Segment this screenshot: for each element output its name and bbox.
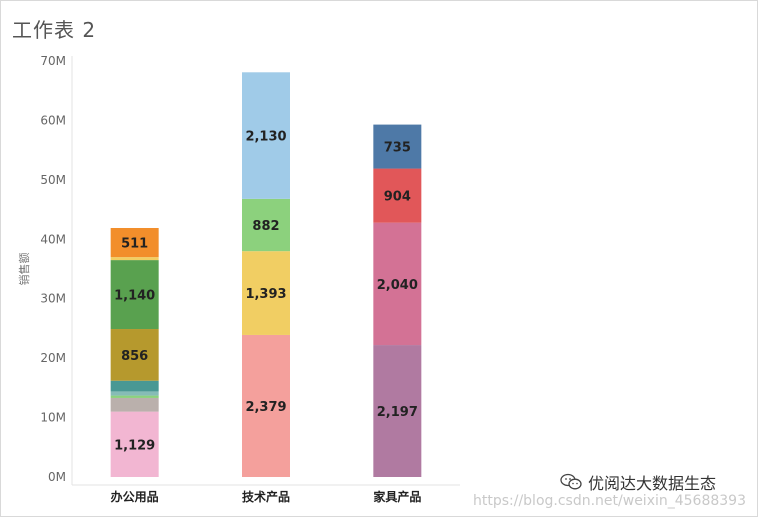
y-tick-label: 60M xyxy=(40,113,66,127)
sheet-title: 工作表 2 xyxy=(12,18,97,42)
x-tick-label: 办公用品 xyxy=(111,489,159,504)
y-tick-label: 70M xyxy=(40,54,66,68)
watermark-brand-text: 优阅达大数据生态 xyxy=(588,474,717,493)
bar-segment xyxy=(110,411,159,477)
data-label: 1,129 xyxy=(114,438,155,453)
x-tick-label: 家具产品 xyxy=(373,489,421,504)
bar-segment xyxy=(373,345,422,477)
wechat-icon xyxy=(560,473,582,490)
bar-segment xyxy=(110,260,159,330)
x-tick-label: 技术产品 xyxy=(242,489,290,504)
bar-segment xyxy=(242,198,290,252)
data-label: 882 xyxy=(252,219,279,234)
bar-segment xyxy=(110,257,159,261)
data-label: 2,379 xyxy=(245,400,286,415)
y-tick-label: 0M xyxy=(48,470,66,484)
data-label: 511 xyxy=(121,237,148,252)
bar-segment xyxy=(373,124,422,169)
bar-segment xyxy=(242,334,290,477)
y-tick-label: 50M xyxy=(40,173,66,187)
data-label: 856 xyxy=(121,349,148,364)
data-label: 735 xyxy=(384,141,411,156)
watermark-brand: 优阅达大数据生态 xyxy=(560,470,716,494)
y-tick-label: 40M xyxy=(40,232,66,246)
bar-segment xyxy=(242,72,290,199)
bar-segment xyxy=(242,251,290,335)
data-label: 1,393 xyxy=(245,287,286,302)
y-tick-label: 20M xyxy=(40,351,66,365)
bar-segment xyxy=(110,397,159,412)
bar-segment xyxy=(110,395,159,398)
y-axis-label: 销售额 xyxy=(17,253,31,286)
bar-segment xyxy=(110,227,159,258)
data-label: 2,040 xyxy=(377,278,418,293)
bar-segment xyxy=(110,380,159,392)
data-label: 1,140 xyxy=(114,289,155,304)
y-tick-label: 30M xyxy=(40,292,66,306)
data-label: 904 xyxy=(384,190,411,205)
data-label: 2,130 xyxy=(245,130,286,145)
y-tick-label: 10M xyxy=(40,411,66,425)
data-label: 2,197 xyxy=(377,405,418,420)
watermark-url: https://blog.csdn.net/weixin_45688393 xyxy=(472,493,746,509)
bar-segment xyxy=(110,391,159,396)
bar-segment xyxy=(373,222,422,346)
bar-segment xyxy=(373,168,422,223)
bar-segment xyxy=(110,329,159,381)
